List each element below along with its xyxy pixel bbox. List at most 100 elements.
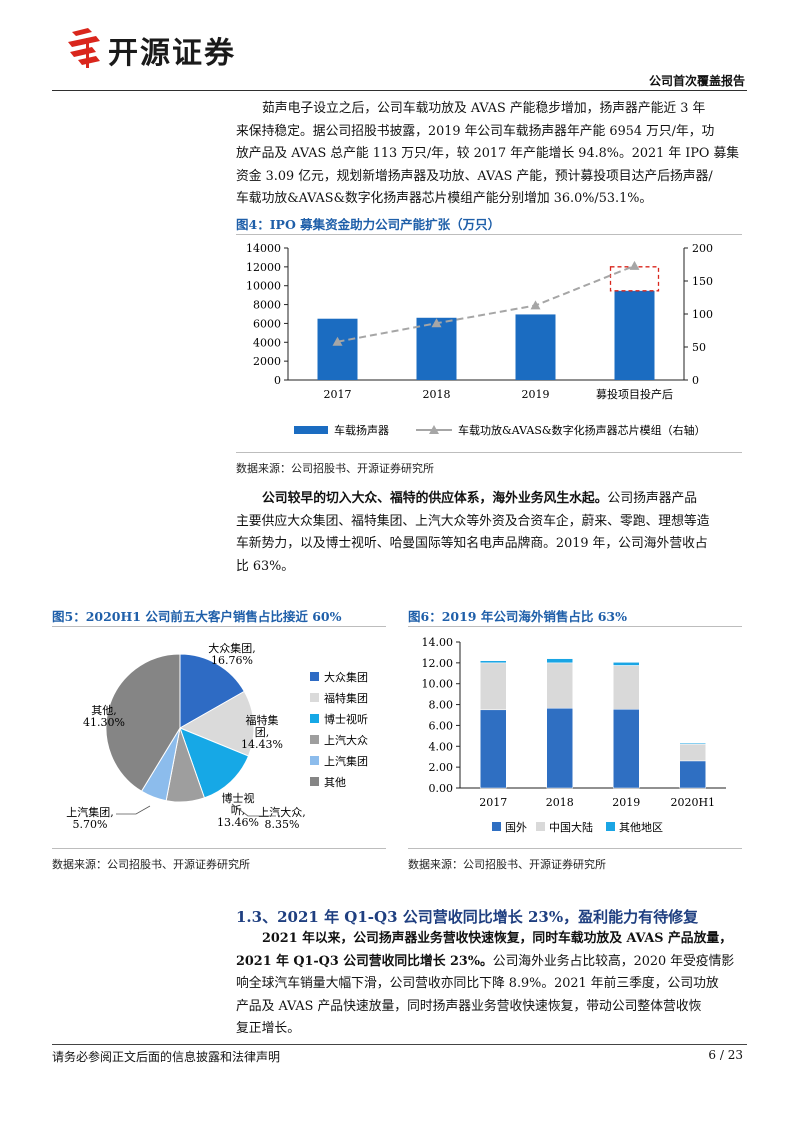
figure6-top-rule bbox=[408, 626, 742, 627]
figure4-title: 图4：IPO 募集资金助力公司产能扩张（万只） bbox=[236, 217, 501, 232]
slice-label: 16.76% bbox=[211, 654, 253, 667]
leader-line-shangqi-dazhong bbox=[231, 803, 276, 817]
left-tick-label: 6000 bbox=[253, 317, 281, 330]
y-tick-label: 8.00 bbox=[429, 699, 454, 712]
left-tick-label: 10000 bbox=[246, 280, 281, 293]
y-tick-label: 14.00 bbox=[422, 636, 454, 649]
section-heading: 1.3、2021 年 Q1-Q3 公司营收同比增长 23%，盈利能力有待修复 bbox=[236, 908, 699, 926]
left-tick-label: 4000 bbox=[253, 336, 281, 349]
legend-swatch bbox=[310, 672, 319, 681]
right-tick-label: 200 bbox=[692, 242, 713, 255]
footer-disclaimer: 请务必参阅正文后面的信息披露和法律声明 bbox=[52, 1050, 281, 1064]
slice-label: 8.35% bbox=[265, 818, 300, 831]
x-tick-label: 2020H1 bbox=[670, 796, 715, 809]
x-tick-label: 2017 bbox=[479, 796, 507, 809]
para2-line: 比 63%。 bbox=[236, 558, 295, 574]
left-tick-label: 2000 bbox=[253, 355, 281, 368]
figure4-chart: 0 2000 4000 6000 8000 10000 12000 14000 0 50 100 15… bbox=[246, 242, 713, 437]
bar-募投项目投产后 bbox=[614, 290, 655, 380]
legend-swatch bbox=[310, 756, 319, 765]
bar-2020H1-中国大陆 bbox=[679, 743, 706, 762]
x-tick-label: 2017 bbox=[324, 388, 352, 401]
y-tick-label: 6.00 bbox=[429, 719, 454, 732]
legend-label: 上汽大众 bbox=[324, 733, 368, 747]
legend-swatch bbox=[310, 735, 319, 744]
slice-label: 5.70% bbox=[73, 818, 108, 831]
pie-slice-大众集团 bbox=[179, 653, 245, 729]
section-bold-lead: 2021 年 Q1-Q3 公司营收同比增长 23%。 bbox=[236, 953, 493, 969]
slice-label: 41.30% bbox=[83, 716, 125, 729]
y-tick-label: 0.00 bbox=[429, 782, 454, 795]
pie-slice-福特集团 bbox=[178, 690, 255, 757]
paragraph-overseas: 公司较早的切入大众、福特的供应体系，海外业务风生水起。公司扬声器产品 主要供应大… bbox=[236, 488, 742, 578]
legend-swatch bbox=[492, 822, 501, 831]
bar-2018-其他地区 bbox=[546, 658, 573, 664]
figure4-bottom-rule bbox=[236, 452, 742, 453]
para2-line: 主要供应大众集团、福特集团、上汽大众等外资及合资车企，蔚来、零跑、理想等造 bbox=[236, 513, 710, 529]
para2-line: 公司较早的切入大众、福特的供应体系，海外业务风生水起。公司扬声器产品 bbox=[236, 488, 742, 511]
right-tick-label: 100 bbox=[692, 308, 713, 321]
company-logo-icon bbox=[68, 28, 100, 68]
company-logo-text: 开源证券 bbox=[108, 36, 236, 71]
slice-label: 上汽集团, bbox=[66, 805, 114, 819]
bar-2017-中国大陆 bbox=[480, 662, 507, 711]
line-point-募投项目投产后 bbox=[629, 260, 640, 270]
bar-2019 bbox=[515, 314, 556, 380]
y-tick-label: 2.00 bbox=[429, 761, 454, 774]
legend-label: 博士视听 bbox=[324, 712, 368, 726]
page-number: 6 / 23 bbox=[708, 1048, 743, 1062]
legend-label-bar: 车载扬声器 bbox=[334, 423, 389, 437]
y-tick-label: 4.00 bbox=[429, 740, 454, 753]
intro-line: 茹声电子设立之后，公司车载功放及 AVAS 产能稳步增加，扬声器产能近 3 年 bbox=[262, 101, 706, 116]
bar-2017-其他地区 bbox=[480, 660, 507, 664]
slice-label: 其他, bbox=[91, 704, 117, 717]
para2-bold-lead: 公司较早的切入大众、福特的供应体系，海外业务风生水起。 bbox=[262, 491, 608, 506]
highlight-box bbox=[609, 266, 660, 292]
x-tick-label: 2018 bbox=[546, 796, 574, 809]
header-divider bbox=[52, 90, 747, 91]
intro-line: 放产品及 AVAS 总产能 113 万只/年，较 2017 年产能增长 94.8… bbox=[236, 146, 740, 162]
x-tick-label: 2018 bbox=[423, 388, 451, 401]
section-paragraph: 2021 年以来，公司扬声器业务营收快速恢复，同时车载功放及 AVAS 产品放量… bbox=[236, 928, 742, 1041]
section-line: 响全球汽车销量大幅下滑，公司营收亦同比下降 8.9%。2021 年前三季度，公司… bbox=[236, 976, 719, 992]
legend-swatch bbox=[536, 822, 545, 831]
legend-swatch bbox=[606, 822, 615, 831]
y-tick-label: 12.00 bbox=[422, 657, 454, 670]
line-series bbox=[337, 264, 635, 343]
right-tick-label: 150 bbox=[692, 275, 713, 288]
intro-line: 来保持稳定。据公司招股书披露，2019 年公司车载扬声器年产能 6954 万只/… bbox=[236, 123, 715, 139]
footer-divider bbox=[52, 1044, 747, 1045]
slice-label: 14.43% bbox=[241, 738, 283, 751]
legend-label: 其他地区 bbox=[619, 821, 663, 834]
legend-swatch-marker bbox=[429, 425, 439, 434]
figure5-title: 图5：2020H1 公司前五大客户销售占比接近 60% bbox=[52, 609, 342, 624]
slice-label: 听, bbox=[231, 804, 246, 817]
line-point-2017 bbox=[332, 336, 343, 346]
x-tick-label: 募投项目投产后 bbox=[596, 387, 673, 401]
bar-2019-中国大陆 bbox=[613, 665, 640, 710]
left-tick-label: 14000 bbox=[246, 242, 281, 255]
legend-label: 国外 bbox=[505, 821, 527, 834]
x-tick-label: 2019 bbox=[522, 388, 550, 401]
para2-line: 车新势力，以及博士视听、哈曼国际等知名电声品牌商。2019 年，公司海外营收占 bbox=[236, 536, 708, 552]
bar-2019-国外 bbox=[613, 709, 640, 789]
figure6-title: 图6：2019 年公司海外销售占比 63% bbox=[408, 609, 627, 624]
section-text: 公司海外业务占比较高，2020 年受疫情影 bbox=[492, 953, 735, 969]
legend-label: 上汽集团 bbox=[324, 754, 368, 768]
section-line: 复正增长。 bbox=[236, 1021, 300, 1037]
legend-swatch bbox=[310, 777, 319, 786]
section-line: 2021 年 Q1-Q3 公司营收同比增长 23%。公司海外业务占比较高，202… bbox=[236, 951, 742, 974]
bar-2020H1-其他地区 bbox=[679, 742, 706, 745]
figure6-source: 数据来源：公司招股书、开源证券研究所 bbox=[408, 858, 606, 871]
slice-label: 上汽大众, bbox=[258, 805, 306, 819]
intro-paragraph: 茹声电子设立之后，公司车载功放及 AVAS 产能稳步增加，扬声器产能近 3 年 … bbox=[236, 98, 742, 211]
line-point-2018 bbox=[431, 318, 442, 328]
bar-2020H1-国外 bbox=[679, 760, 706, 789]
left-tick-label: 8000 bbox=[253, 299, 281, 312]
y-tick-label: 10.00 bbox=[422, 678, 454, 691]
report-type-label: 公司首次覆盖报告 bbox=[648, 74, 745, 88]
figure6-bottom-rule bbox=[408, 848, 742, 849]
bar-2018-中国大陆 bbox=[546, 662, 573, 709]
intro-line: 车载功放&AVAS&数字化扬声器芯片模组产能分别增加 36.0%/53.1%。 bbox=[236, 191, 653, 207]
bar-2019-其他地区 bbox=[613, 662, 640, 666]
